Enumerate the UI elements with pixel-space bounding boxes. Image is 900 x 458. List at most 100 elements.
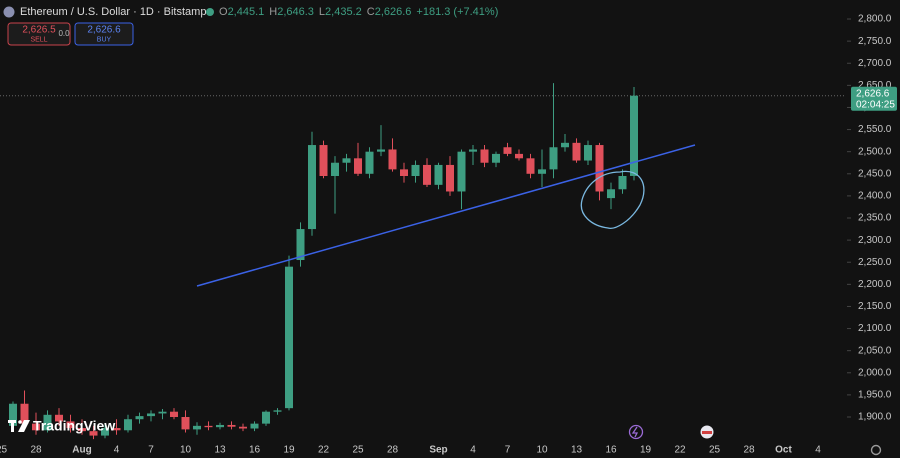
y-tick-label: 2,400.0 <box>858 191 892 202</box>
y-tick-label: 1,900.0 <box>858 412 892 423</box>
candle-body <box>204 425 213 428</box>
ohlc-value: 2,646.3 <box>277 6 314 18</box>
candle-body <box>618 176 627 190</box>
logo-mark <box>11 420 14 432</box>
candle-body <box>457 151 466 192</box>
last-price-label: 2,626.6 <box>856 88 890 99</box>
candle-body <box>572 142 581 161</box>
candle-body <box>239 426 247 429</box>
countdown: 02:04:25 <box>856 99 895 110</box>
candle-body <box>388 149 397 170</box>
candle-body <box>112 428 121 431</box>
brand: TradingView <box>33 418 115 434</box>
candle-body <box>377 149 385 152</box>
candle-body <box>78 428 86 432</box>
status-dot <box>206 8 214 16</box>
candle-body <box>354 158 362 174</box>
x-tick-label: Sep <box>429 445 447 456</box>
candle-body <box>250 423 259 429</box>
x-tick-label: 10 <box>180 445 192 456</box>
coin-icon <box>3 6 15 18</box>
ohlc-key: O <box>219 6 228 18</box>
candle-body <box>469 149 477 152</box>
x-tick-label: 16 <box>249 445 261 456</box>
candle-body <box>170 411 178 418</box>
flag-stripe <box>702 431 712 434</box>
candle-body <box>147 413 155 417</box>
x-tick-label: 7 <box>148 445 154 456</box>
candle-body <box>296 229 305 261</box>
settings-icon[interactable] <box>870 444 882 456</box>
y-tick-label: 2,300.0 <box>858 235 892 246</box>
y-tick-label: 2,100.0 <box>858 323 892 334</box>
ohlc-value: 2,435.2 <box>325 6 362 18</box>
event-icon[interactable] <box>628 424 644 440</box>
candle-body <box>584 145 592 161</box>
candle-body <box>331 162 339 176</box>
candle-body <box>43 414 52 431</box>
candle-body <box>423 164 431 185</box>
last-price-tag <box>851 86 897 111</box>
y-tick-label: 2,250.0 <box>858 257 892 268</box>
y-tick-label: 2,700.0 <box>858 58 892 69</box>
sell-price: 2,626.5 <box>22 25 56 36</box>
candle-body <box>89 431 98 436</box>
candle-body <box>262 411 270 424</box>
candle-body <box>538 169 546 174</box>
logo-mark <box>18 420 22 424</box>
event-icon-bolt <box>631 426 639 438</box>
y-tick-label: 2,500.0 <box>858 146 892 157</box>
candle-body <box>342 158 351 163</box>
buy-label: BUY <box>97 36 112 43</box>
candle-body <box>193 425 201 430</box>
x-tick-label: Oct <box>775 445 792 456</box>
buy-price: 2,626.6 <box>87 25 121 36</box>
x-tick-label: 4 <box>815 445 821 456</box>
candle-body <box>607 189 615 199</box>
y-tick-label: 2,550.0 <box>858 124 892 135</box>
x-tick-label: 25 <box>352 445 364 456</box>
candle-body <box>561 142 569 148</box>
ohlc-key: H <box>269 6 277 18</box>
candle-body <box>480 149 489 163</box>
ohlc-value: 2,626.6 <box>375 6 412 18</box>
plot-area <box>0 83 845 440</box>
y-tick-label: 2,650.0 <box>858 80 892 91</box>
candle-body <box>216 424 224 428</box>
y-tick-label: 2,450.0 <box>858 168 892 179</box>
ohlc-value: 2,445.1 <box>228 6 265 18</box>
y-tick-label: 2,050.0 <box>858 345 892 356</box>
candle-body <box>492 153 500 163</box>
candle-body <box>515 153 523 159</box>
candle-body <box>446 164 454 192</box>
buy-button[interactable] <box>74 22 134 46</box>
candle-body <box>526 158 535 174</box>
candle-body <box>20 403 29 424</box>
x-tick-label: 22 <box>318 445 330 456</box>
x-tick-label: 25 <box>709 445 721 456</box>
sell-button[interactable] <box>7 22 71 46</box>
x-tick-label: 25 <box>0 445 7 456</box>
axes: 1,900.0 1,950.0 2,000.0 2,050.0 2,100.0 2,150… <box>0 14 897 456</box>
candle-body <box>158 411 167 414</box>
x-tick-label: 13 <box>214 445 226 456</box>
candle-body <box>630 95 638 176</box>
sell-label: SELL <box>30 36 47 43</box>
candle-body <box>503 147 512 154</box>
logo: TradingView <box>8 418 115 434</box>
trend-line <box>196 144 696 287</box>
x-tick-label: 16 <box>605 445 617 456</box>
candle-body <box>400 169 408 176</box>
x-tick-label: 7 <box>505 445 511 456</box>
candle-body <box>308 145 316 230</box>
ohlc-key: L <box>319 6 325 18</box>
candle-body <box>595 145 604 192</box>
y-tick-label: 2,000.0 <box>858 367 892 378</box>
x-tick-label: 22 <box>674 445 686 456</box>
candle-body <box>434 164 443 185</box>
x-tick-label: 4 <box>470 445 476 456</box>
candle-body <box>101 428 109 436</box>
